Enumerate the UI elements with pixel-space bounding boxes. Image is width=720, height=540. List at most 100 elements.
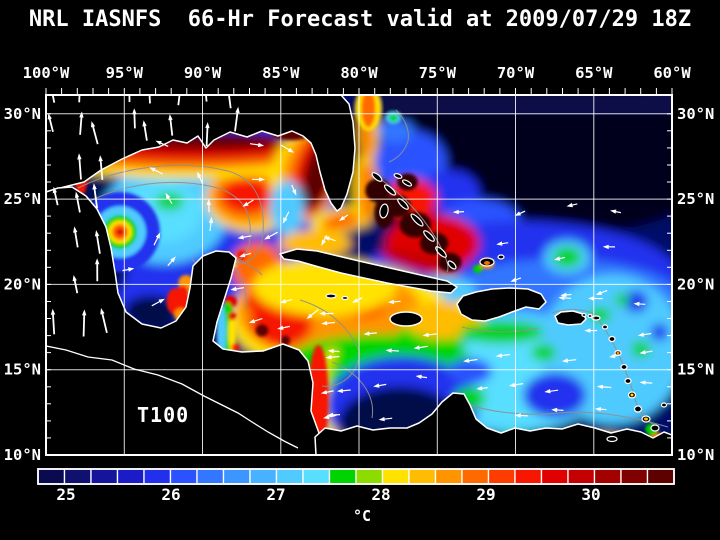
colorbar-tick-label: 27 [266, 485, 285, 504]
temperature-blob [553, 246, 582, 268]
y-axis-label-right: 20°N [677, 275, 714, 293]
island [371, 172, 383, 182]
colorbar-segment [355, 468, 384, 485]
islands [325, 172, 668, 443]
vector-streaks [48, 96, 239, 337]
colorbar-segment [328, 468, 357, 485]
island [591, 315, 601, 321]
colorbar-segment [620, 468, 649, 485]
colorbar-segment [540, 468, 569, 485]
island [650, 424, 660, 432]
colorbar-tick-label: 26 [161, 485, 180, 504]
land-mass [47, 186, 332, 454]
temperature-blob [219, 176, 273, 215]
north-atlantic-strip [352, 96, 671, 115]
x-axis-label: 80°W [340, 64, 378, 82]
coastline [47, 345, 299, 449]
island [435, 246, 447, 258]
island [393, 173, 403, 179]
y-axis-label-right: 15°N [677, 361, 714, 379]
colorbar-segment [487, 468, 516, 485]
y-axis-label-right: 25°N [677, 190, 714, 208]
bathymetry-contour [454, 398, 669, 428]
island [633, 405, 643, 413]
x-axis-label: 90°W [184, 64, 222, 82]
colorbar-segment [646, 468, 675, 485]
x-axis-label: 85°W [262, 64, 300, 82]
island-warm-spot [630, 393, 634, 397]
map-variable-label: T100 [137, 403, 190, 427]
colorbar-segment [169, 468, 198, 485]
y-axis-label-left: 25°N [4, 190, 41, 208]
colorbar-unit-label: °C [353, 507, 371, 525]
temperature-blob [228, 311, 237, 353]
land-mass [456, 287, 547, 322]
land-mass-jamaica [389, 311, 423, 327]
colorbar: 25 26 27 28 29 30 °C [37, 468, 675, 525]
x-axis-label: 65°W [575, 64, 613, 82]
land-mass [279, 248, 458, 294]
colorbar-segment [275, 468, 304, 485]
island [423, 230, 435, 242]
y-axis-label-right: 10°N [677, 446, 714, 464]
colorbar-tick-label: 30 [581, 485, 600, 504]
temperature-blob [376, 118, 414, 143]
y-axis-label-left: 20°N [4, 275, 41, 293]
island [620, 363, 628, 371]
island [608, 335, 616, 343]
temperature-blob [365, 178, 391, 203]
island-warm-spot [644, 417, 648, 421]
island [581, 312, 587, 318]
island [383, 184, 397, 196]
temperature-blob [650, 323, 669, 341]
x-axis-label: 60°W [653, 64, 691, 82]
island-warm-spot [484, 261, 490, 265]
temperature-blob [269, 180, 305, 235]
temperature-blob [523, 373, 586, 418]
colorbar-segment [567, 468, 596, 485]
colorbar-segment [90, 468, 119, 485]
bathymetry-contour [461, 326, 539, 333]
island [379, 203, 389, 219]
temperature-blob [231, 343, 240, 352]
island [587, 313, 593, 319]
temperature-blob [228, 311, 237, 321]
bathymetry-contour [235, 258, 263, 276]
temperature-blob [115, 228, 125, 236]
x-axis-label: 95°W [106, 64, 144, 82]
land-mass [314, 392, 671, 454]
x-axis-label: 100°W [23, 64, 70, 82]
island [447, 260, 457, 270]
island [624, 377, 632, 385]
map-border [45, 94, 673, 456]
y-axis-label-left: 10°N [4, 446, 41, 464]
y-axis-label-left: 15°N [4, 361, 41, 379]
temperature-blob [473, 264, 483, 274]
colorbar-tick-label: 25 [56, 485, 75, 504]
temperature-blob [624, 290, 648, 313]
temperature-blob [380, 248, 460, 277]
colorbar-segment [514, 468, 543, 485]
colorbar-segment [143, 468, 172, 485]
page-title: NRL IASNFS 66-Hr Forecast valid at 2009/… [28, 7, 692, 32]
y-axis-label-left: 30°N [4, 105, 41, 123]
colorbar-segment [249, 468, 278, 485]
colorbar-segment [196, 468, 225, 485]
island [497, 254, 505, 260]
bathymetry-contour [551, 309, 597, 316]
bathymetry-contour [331, 361, 374, 419]
temperature-blob [361, 96, 376, 128]
temperature-blob [280, 335, 291, 346]
bathymetry-contour [77, 164, 264, 265]
colorbar-segment [381, 468, 410, 485]
island [606, 435, 618, 443]
temperature-blob [448, 358, 492, 385]
colorbar-segment [434, 468, 463, 485]
island [410, 213, 424, 227]
grid-lines [47, 96, 671, 454]
colorbar-frame [37, 468, 675, 485]
temperature-blob [531, 344, 557, 362]
x-axis-label: 70°W [497, 64, 535, 82]
